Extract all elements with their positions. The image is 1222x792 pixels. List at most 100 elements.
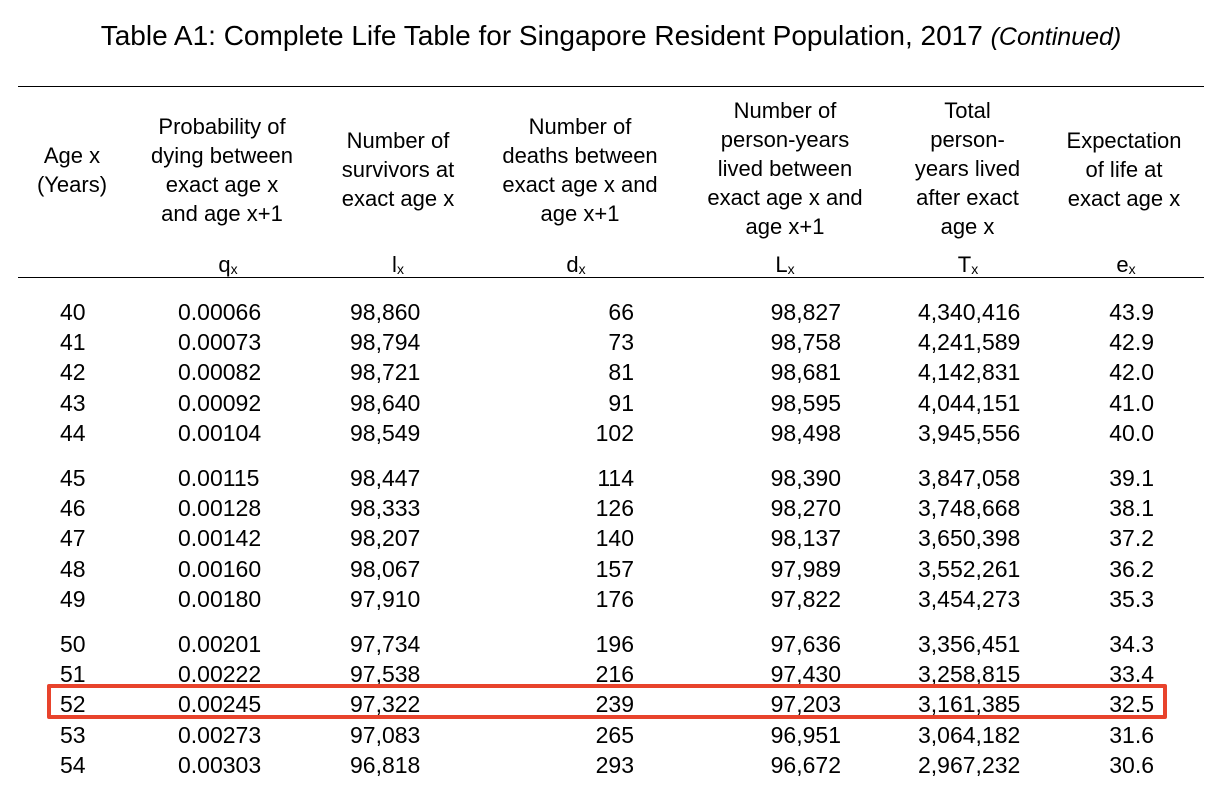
person-years-cell: 98,595 [770, 389, 841, 416]
expectation-cell: 33.4 [1109, 661, 1154, 688]
symbol-d: dx [566, 252, 586, 277]
age-cell: 47 [60, 525, 86, 552]
age-cell: 43 [60, 389, 86, 416]
expectation-cell: 42.0 [1109, 359, 1154, 386]
survivors-cell: 97,322 [350, 691, 421, 718]
table-title-continued: (Continued) [990, 23, 1122, 51]
header-deaths-line: age x+1 [540, 201, 620, 226]
header-survivors: Number of survivors at exact age x [318, 126, 478, 213]
total-person-years-cell: 3,258,815 [918, 661, 1021, 688]
person-years-cell: 97,822 [770, 585, 841, 612]
age-cell: 52 [60, 691, 86, 718]
person-years-cell: 96,951 [770, 721, 841, 748]
deaths-cell: 102 [595, 419, 634, 446]
age-cell: 46 [60, 495, 86, 522]
deaths-cell: 176 [595, 585, 634, 612]
person-years-cell: 96,672 [770, 751, 841, 778]
deaths-cell: 216 [595, 661, 634, 688]
table-row: 52 0.00245 97,322 239 97,203 3,161,385 32.5 [0, 689, 1222, 719]
header-age-line: (Years) [36, 172, 108, 197]
table-row: 45 0.00115 98,447 114 98,390 3,847,058 39.1 [0, 463, 1222, 493]
total-person-years-cell: 3,748,668 [918, 495, 1021, 522]
header-deaths-line: deaths between [502, 143, 658, 168]
table-row: 42 0.00082 98,721 81 98,681 4,142,831 42.0 [0, 357, 1222, 387]
expectation-cell: 31.6 [1109, 721, 1154, 748]
expectation-cell: 40.0 [1109, 419, 1154, 446]
survivors-cell: 96,818 [350, 751, 421, 778]
deaths-cell: 157 [595, 555, 634, 582]
probability-cell: 0.00180 [178, 585, 262, 612]
expectation-cell: 30.6 [1109, 751, 1154, 778]
header-expectation: Expectation of life at exact age x [1046, 126, 1202, 213]
age-cell: 44 [60, 419, 86, 446]
deaths-cell: 66 [608, 299, 634, 325]
probability-cell: 0.00092 [178, 389, 262, 416]
table-row: 51 0.00222 97,538 216 97,430 3,258,815 33.4 [0, 659, 1222, 689]
total-person-years-cell: 4,340,416 [918, 299, 1021, 325]
person-years-cell: 98,390 [770, 465, 841, 491]
person-years-cell: 98,758 [770, 329, 841, 356]
expectation-cell: 38.1 [1109, 495, 1154, 522]
total-person-years-cell: 3,847,058 [918, 465, 1021, 491]
table-row: 50 0.00201 97,734 196 97,636 3,356,451 34.3 [0, 629, 1222, 659]
header-deaths-line: exact age x and [502, 172, 658, 197]
table-row: 43 0.00092 98,640 91 98,595 4,044,151 41.0 [0, 388, 1222, 418]
header-person-years-line: Number of [733, 98, 837, 123]
header-probability-line: Probability of [158, 114, 286, 139]
person-years-cell: 98,827 [770, 299, 841, 325]
survivors-cell: 98,333 [350, 495, 421, 522]
survivors-cell: 97,538 [350, 661, 421, 688]
symbol-e: ex [1116, 252, 1136, 277]
header-person-years-line: exact age x and [707, 185, 863, 210]
deaths-cell: 114 [597, 465, 634, 491]
age-cell: 41 [60, 329, 86, 356]
probability-cell: 0.00115 [178, 465, 260, 491]
deaths-cell: 239 [595, 691, 634, 718]
age-cell: 49 [60, 585, 86, 612]
table-title: Table A1: Complete Life Table for Singap… [0, 18, 1222, 55]
probability-cell: 0.00066 [178, 299, 262, 325]
total-person-years-cell: 3,356,451 [918, 631, 1021, 657]
symbol-l: lx [392, 252, 404, 277]
table-row: 46 0.00128 98,333 126 98,270 3,748,668 38.1 [0, 493, 1222, 523]
header-person-years-line: age x+1 [745, 214, 825, 239]
person-years-cell: 97,989 [770, 555, 841, 582]
total-person-years-cell: 4,142,831 [918, 359, 1021, 386]
probability-cell: 0.00303 [178, 751, 262, 778]
symbol-T: Tx [957, 252, 979, 277]
person-years-cell: 97,636 [770, 631, 841, 657]
probability-cell: 0.00201 [178, 631, 262, 657]
deaths-cell: 293 [595, 751, 634, 778]
header-deaths-line: Number of [528, 114, 632, 139]
header-age-line: Age x [43, 143, 101, 168]
total-person-years-cell: 3,454,273 [918, 585, 1021, 612]
survivors-cell: 97,910 [350, 585, 421, 612]
deaths-cell: 265 [595, 721, 634, 748]
expectation-cell: 34.3 [1109, 631, 1154, 657]
top-rule [18, 86, 1204, 87]
header-total-person-years-line: person- [930, 127, 1005, 152]
expectation-cell: 43.9 [1109, 299, 1154, 325]
expectation-cell: 42.9 [1109, 329, 1154, 356]
header-rule [18, 277, 1204, 278]
deaths-cell: 81 [608, 359, 634, 386]
header-expectation-line: exact age x [1067, 186, 1181, 211]
person-years-cell: 98,270 [770, 495, 841, 522]
survivors-cell: 98,549 [350, 419, 421, 446]
deaths-cell: 126 [595, 495, 634, 522]
total-person-years-cell: 3,552,261 [918, 555, 1021, 582]
header-expectation-line: Expectation [1066, 128, 1182, 153]
survivors-cell: 98,794 [350, 329, 421, 356]
table-row: 54 0.00303 96,818 293 96,672 2,967,232 30.6 [0, 750, 1222, 780]
person-years-cell: 98,681 [770, 359, 841, 386]
total-person-years-cell: 3,945,556 [918, 419, 1021, 446]
header-probability-line: exact age x [165, 172, 279, 197]
probability-cell: 0.00128 [178, 495, 262, 522]
age-cell: 40 [60, 299, 86, 325]
age-cell: 54 [60, 751, 86, 778]
age-cell: 53 [60, 721, 86, 748]
header-person-years: Number of person-years lived between exa… [685, 96, 885, 241]
header-probability-line: and age x+1 [161, 201, 283, 226]
symbol-q: qx [218, 252, 238, 277]
probability-cell: 0.00273 [178, 721, 262, 748]
